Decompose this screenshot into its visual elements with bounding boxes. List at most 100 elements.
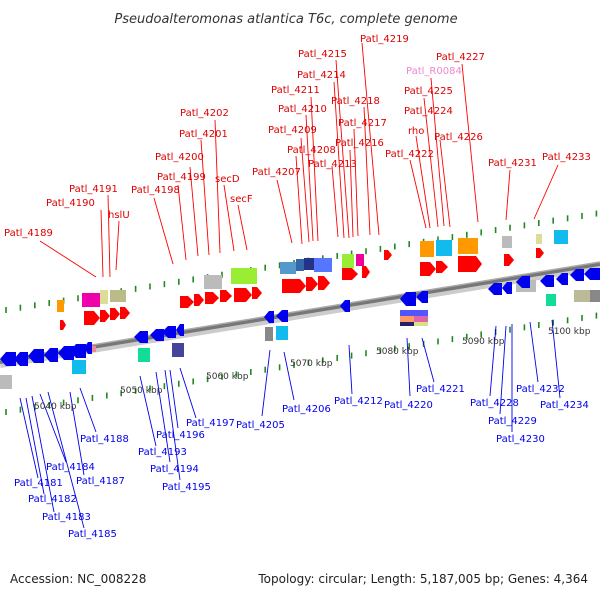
forward-gene-arrow (205, 292, 219, 304)
reverse-gene-arrow (44, 348, 58, 362)
reverse-gene-label: Patl_4184 (46, 462, 95, 473)
forward-gene-arrow (306, 277, 318, 291)
leader-line (283, 351, 295, 401)
forward-gene-label: Patl_4217 (338, 118, 387, 129)
forward-gene-label: Patl_4189 (4, 228, 53, 239)
reverse-gene-label: Patl_4205 (236, 420, 285, 431)
forward-gene-label: Patl_4191 (69, 184, 118, 195)
forward-gene-arrow (110, 308, 120, 320)
reverse-gene-arrow (276, 310, 288, 322)
leader-line (499, 325, 507, 415)
label-leader-lines (19, 42, 561, 529)
forward-gene-arrow (252, 287, 262, 299)
forward-gene-label: Patl_4209 (268, 125, 317, 136)
gene-feature-box (554, 230, 568, 244)
gene-feature-box (265, 327, 273, 341)
leader-line (333, 81, 345, 239)
gene-feature-box (458, 238, 478, 254)
leader-line (69, 391, 85, 476)
gene-feature-box (420, 241, 434, 257)
gene-feature-box (590, 290, 600, 302)
leader-line (153, 197, 174, 265)
forward-gene-label: Patl_4218 (331, 96, 380, 107)
gene-feature-box (296, 259, 304, 271)
leader-line (348, 344, 353, 395)
ruler-kbp-label: 5040 kbp (34, 402, 77, 412)
forward-gene-label: Patl_4233 (542, 152, 591, 163)
leader-line (406, 337, 411, 397)
forward-gene-label: Patl_4199 (157, 172, 206, 183)
forward-gene-arrow (194, 294, 204, 306)
reverse-gene-label: Patl_4197 (186, 418, 235, 429)
leader-line (421, 337, 435, 383)
forward-gene-label: rho (408, 126, 424, 137)
ruler-kbp-label: 5080 kbp (376, 347, 419, 357)
leader-line (47, 391, 85, 529)
leader-line (31, 395, 55, 513)
gene-feature-box (574, 290, 590, 302)
forward-gene-arrow (234, 288, 252, 302)
gene-feature-box (400, 316, 414, 322)
reverse-gene-arrow (502, 282, 512, 294)
accession-text: Accession: NC_008228 (10, 572, 147, 586)
reverse-gene-label: Patl_4230 (496, 434, 545, 445)
leader-line (505, 169, 511, 221)
reverse-gene-arrow (28, 349, 44, 363)
gene-feature-box (0, 375, 12, 389)
gene-feature-box (90, 346, 96, 352)
forward-gene-label: Patl_4225 (404, 86, 453, 97)
reverse-gene-label: Patl_4194 (150, 464, 199, 475)
gene-feature-box (72, 360, 86, 374)
reverse-gene-label: Patl_4188 (80, 434, 129, 445)
reverse-gene-label: Patl_4193 (138, 447, 187, 458)
reverse-gene-arrow (340, 300, 350, 312)
leader-line (276, 179, 293, 244)
reverse-gene-label: Patl_4212 (334, 396, 383, 407)
leader-line (107, 194, 111, 278)
forward-gene-label: Patl_4222 (385, 149, 434, 160)
reverse-gene-label: Patl_4195 (162, 482, 211, 493)
gene-feature-box (276, 326, 288, 340)
forward-gene-label: secD (215, 174, 240, 185)
gene-features (0, 230, 600, 389)
ruler-kbp-label: 5070 kbp (290, 359, 333, 369)
leader-line (39, 393, 67, 463)
ruler-kbp-label: 5090 kbp (462, 337, 505, 347)
gene-feature-box (400, 322, 414, 326)
leader-line (439, 139, 451, 228)
leader-line (100, 209, 104, 278)
ruler-kbp-label: 5100 kbp (548, 327, 591, 337)
reverse-gene-arrow (84, 342, 92, 354)
forward-gene-label: Patl_4200 (155, 152, 204, 163)
forward-gene-label: Patl_4208 (287, 145, 336, 156)
leader-line (155, 371, 171, 463)
forward-gene-arrow (100, 310, 110, 322)
forward-gene-label: Patl_4190 (46, 198, 95, 209)
reverse-gene-arrow (162, 326, 176, 338)
forward-gene-arrow (282, 279, 306, 293)
forward-gene-label: Patl_4227 (436, 52, 485, 63)
leader-line (331, 165, 339, 238)
leader-line (79, 387, 97, 433)
reverse-gene-arrow (540, 275, 554, 287)
leader-line (423, 97, 439, 228)
forward-gene-arrow (384, 250, 392, 260)
leader-line (261, 349, 271, 417)
leader-line (533, 164, 559, 220)
gene-feature-box (280, 262, 296, 274)
forward-gene-label: Patl_4198 (131, 185, 180, 196)
gene-feature-box (314, 258, 332, 272)
forward-gene-arrow (536, 248, 544, 258)
gene-feature-box (414, 310, 428, 316)
forward-gene-label: Patl_4216 (335, 138, 384, 149)
leader-line (300, 137, 310, 243)
ruler-kbp-label: 5050 kbp (120, 386, 163, 396)
leader-line (237, 204, 248, 251)
leader-line (305, 114, 314, 242)
leader-line (295, 155, 303, 245)
forward-gene-label: Patl_4207 (252, 167, 301, 178)
reverse-gene-label: Patl_4232 (516, 384, 565, 395)
forward-gene-label: Patl_4215 (298, 49, 347, 60)
reverse-gene-arrow (584, 268, 600, 280)
